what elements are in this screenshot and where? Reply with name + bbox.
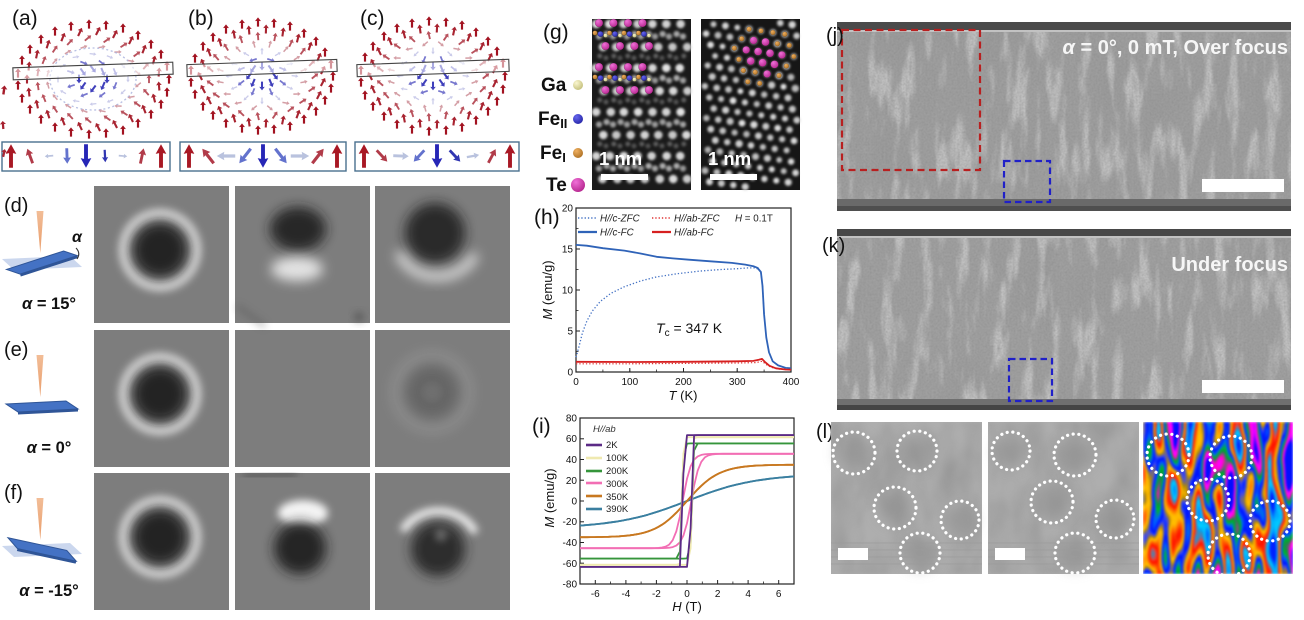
svg-text:10: 10 xyxy=(562,286,574,297)
svg-text:(b): (b) xyxy=(188,7,214,30)
svg-text:0: 0 xyxy=(573,377,579,388)
svg-text:(a): (a) xyxy=(12,7,38,30)
svg-text:α: α xyxy=(72,229,83,246)
svg-text:Ga: Ga xyxy=(541,75,567,96)
svg-text:H (T): H (T) xyxy=(672,599,702,614)
svg-text:2K: 2K xyxy=(606,440,618,451)
svg-text:(l): (l) xyxy=(816,421,834,443)
svg-text:Tc = 347 K: Tc = 347 K xyxy=(656,320,723,339)
svg-text:H//ab: H//ab xyxy=(593,424,616,435)
svg-text:1 nm: 1 nm xyxy=(708,148,751,169)
svg-text:(h): (h) xyxy=(534,206,560,229)
svg-text:300K: 300K xyxy=(606,479,629,490)
svg-text:-4: -4 xyxy=(621,589,630,600)
svg-text:(f): (f) xyxy=(4,482,23,504)
svg-text:-80: -80 xyxy=(563,580,578,591)
svg-text:(d): (d) xyxy=(4,195,28,217)
svg-text:-6: -6 xyxy=(591,589,600,600)
svg-text:400: 400 xyxy=(783,377,800,388)
svg-text:20: 20 xyxy=(566,476,578,487)
svg-text:300: 300 xyxy=(729,377,746,388)
svg-text:80: 80 xyxy=(566,414,578,425)
svg-text:60: 60 xyxy=(566,434,578,445)
svg-text:α = 0°, 0 mT, Over focus: α = 0°, 0 mT, Over focus xyxy=(1063,37,1289,59)
svg-text:200: 200 xyxy=(675,377,692,388)
svg-text:100: 100 xyxy=(621,377,638,388)
svg-text:H//c-ZFC: H//c-ZFC xyxy=(600,214,641,225)
svg-text:2: 2 xyxy=(715,589,721,600)
svg-text:M (emu/g): M (emu/g) xyxy=(540,260,555,319)
svg-text:FeI: FeI xyxy=(540,143,566,165)
svg-text:5: 5 xyxy=(567,327,573,338)
svg-text:(k): (k) xyxy=(822,235,845,257)
svg-text:α = 0°: α = 0° xyxy=(27,439,72,457)
svg-text:-2: -2 xyxy=(652,589,661,600)
svg-text:350K: 350K xyxy=(606,492,629,503)
svg-text:α = -15°: α = -15° xyxy=(19,582,79,600)
svg-text:100K: 100K xyxy=(606,453,629,464)
svg-text:(j): (j) xyxy=(826,25,844,47)
svg-text:0: 0 xyxy=(571,497,577,508)
svg-text:Under focus: Under focus xyxy=(1171,254,1288,276)
svg-text:-40: -40 xyxy=(563,538,578,549)
svg-text:H//ab-ZFC: H//ab-ZFC xyxy=(674,214,721,225)
svg-text:H = 0.1T: H = 0.1T xyxy=(735,214,773,225)
svg-text:0: 0 xyxy=(684,589,690,600)
svg-text:M (emu/g): M (emu/g) xyxy=(542,468,557,527)
svg-text:Te: Te xyxy=(546,175,567,196)
svg-text:-20: -20 xyxy=(563,517,578,528)
svg-text:(i): (i) xyxy=(532,415,551,438)
svg-text:200K: 200K xyxy=(606,466,629,477)
svg-text:(c): (c) xyxy=(360,7,385,30)
svg-text:α = 15°: α = 15° xyxy=(22,295,76,313)
svg-text:T (K): T (K) xyxy=(669,388,698,403)
svg-text:15: 15 xyxy=(562,245,574,256)
svg-text:1 nm: 1 nm xyxy=(599,148,642,169)
svg-text:40: 40 xyxy=(566,455,578,466)
svg-text:H//ab-FC: H//ab-FC xyxy=(674,228,715,239)
svg-text:H//c-FC: H//c-FC xyxy=(600,228,635,239)
svg-text:20: 20 xyxy=(562,204,574,215)
svg-text:-60: -60 xyxy=(563,559,578,570)
svg-text:0: 0 xyxy=(567,368,573,379)
svg-text:6: 6 xyxy=(776,589,782,600)
svg-text:390K: 390K xyxy=(606,504,629,515)
svg-text:4: 4 xyxy=(745,589,751,600)
svg-text:(e): (e) xyxy=(4,339,28,361)
svg-text:FeII: FeII xyxy=(538,109,567,131)
svg-text:(g): (g) xyxy=(543,21,569,44)
